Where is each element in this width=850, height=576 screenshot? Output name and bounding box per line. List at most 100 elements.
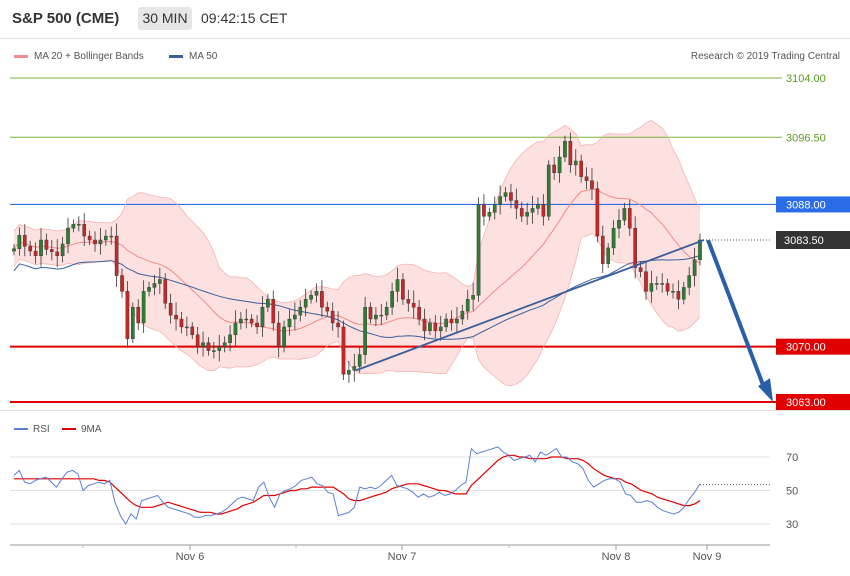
candle (87, 230, 92, 245)
candle (698, 233, 702, 266)
candle-body (136, 306, 141, 324)
candle (417, 300, 421, 326)
forecast-arrow-shaft (706, 239, 767, 391)
pivot-tag (776, 196, 850, 213)
candle (266, 293, 270, 313)
candle-body (163, 279, 168, 304)
candle-body (460, 310, 465, 320)
candle (341, 320, 346, 381)
ma50-line (13, 255, 701, 340)
candle (320, 280, 324, 318)
candle-body (12, 248, 16, 252)
candle (206, 337, 211, 356)
candle-body (579, 160, 583, 177)
candle (314, 283, 319, 303)
candle-body (185, 326, 189, 329)
candle (260, 296, 265, 337)
candle (552, 157, 556, 180)
candle-body (17, 235, 22, 249)
candle-body (352, 366, 357, 371)
candle-body (309, 295, 313, 300)
candle-body (654, 283, 659, 285)
candle (438, 315, 443, 341)
level-labels: 3104.00 3096.50 3088.00 3083.50 3070.00 3063.… (776, 73, 850, 410)
ma9-legend-label: 9MA (81, 424, 102, 435)
candle-body (676, 291, 681, 300)
resistance-label: 3104.00 (786, 73, 826, 85)
candle (687, 266, 692, 296)
candle (136, 299, 141, 331)
candle-body (541, 204, 546, 217)
support-label: 3063.00 (786, 397, 826, 409)
candle (395, 267, 400, 303)
candle-body (336, 322, 340, 328)
candle-body (255, 322, 259, 328)
candle-body (168, 303, 173, 316)
forecast-arrow-head (758, 378, 773, 402)
candle (330, 302, 335, 331)
candle-body (33, 250, 38, 257)
candle-body (487, 212, 492, 217)
timeframe-button[interactable]: 30 MIN (138, 7, 192, 30)
candle (201, 331, 205, 357)
candle-body (39, 239, 43, 257)
candle (514, 188, 519, 220)
candle (44, 233, 49, 256)
x-axis: Nov 6 Nov 7 Nov 8 Nov 9 (10, 544, 770, 563)
candle (352, 353, 357, 382)
candle-body (141, 291, 146, 324)
candle (401, 273, 405, 305)
candle-body (93, 239, 97, 245)
candle (60, 236, 65, 263)
candle (384, 301, 389, 321)
candle-body (314, 291, 319, 296)
candle (158, 267, 162, 295)
candle (104, 229, 108, 246)
candle (622, 202, 627, 226)
candle (422, 308, 427, 341)
candle (33, 242, 38, 264)
candle-body (260, 306, 265, 328)
candle-body (341, 326, 346, 375)
candle (406, 289, 411, 312)
candle-body (606, 247, 610, 264)
candle-body (698, 239, 702, 260)
candle (644, 262, 648, 300)
candle-body (692, 259, 697, 276)
candle-body (406, 299, 411, 304)
candle (147, 281, 151, 297)
candle-body (536, 204, 540, 209)
candle-body (244, 318, 249, 321)
candle-body (22, 235, 27, 247)
candle-body (595, 188, 600, 237)
candle-body (557, 156, 562, 174)
candle-body (519, 208, 524, 217)
candle-body (55, 251, 60, 257)
candle (390, 282, 394, 315)
candle (28, 240, 33, 257)
candle-body (147, 287, 151, 292)
candle-body (611, 227, 616, 249)
candle (303, 288, 308, 317)
rsi-legend: RSI 9MA (14, 424, 102, 435)
candle-body (76, 223, 81, 226)
candle (676, 280, 681, 310)
candle-body (179, 318, 184, 328)
candles (12, 132, 702, 383)
candle-body (411, 303, 416, 308)
candle-body (573, 160, 578, 166)
candle (444, 313, 448, 332)
candle (239, 311, 243, 330)
candle (671, 283, 675, 299)
candle (163, 273, 168, 309)
candle (12, 243, 16, 256)
candle-body (222, 342, 227, 347)
candle (498, 185, 502, 215)
candle-body (82, 223, 87, 237)
candle (152, 274, 157, 296)
candle-body (206, 342, 211, 351)
candle (681, 281, 686, 305)
candle (190, 322, 195, 340)
candle-body (190, 326, 195, 336)
